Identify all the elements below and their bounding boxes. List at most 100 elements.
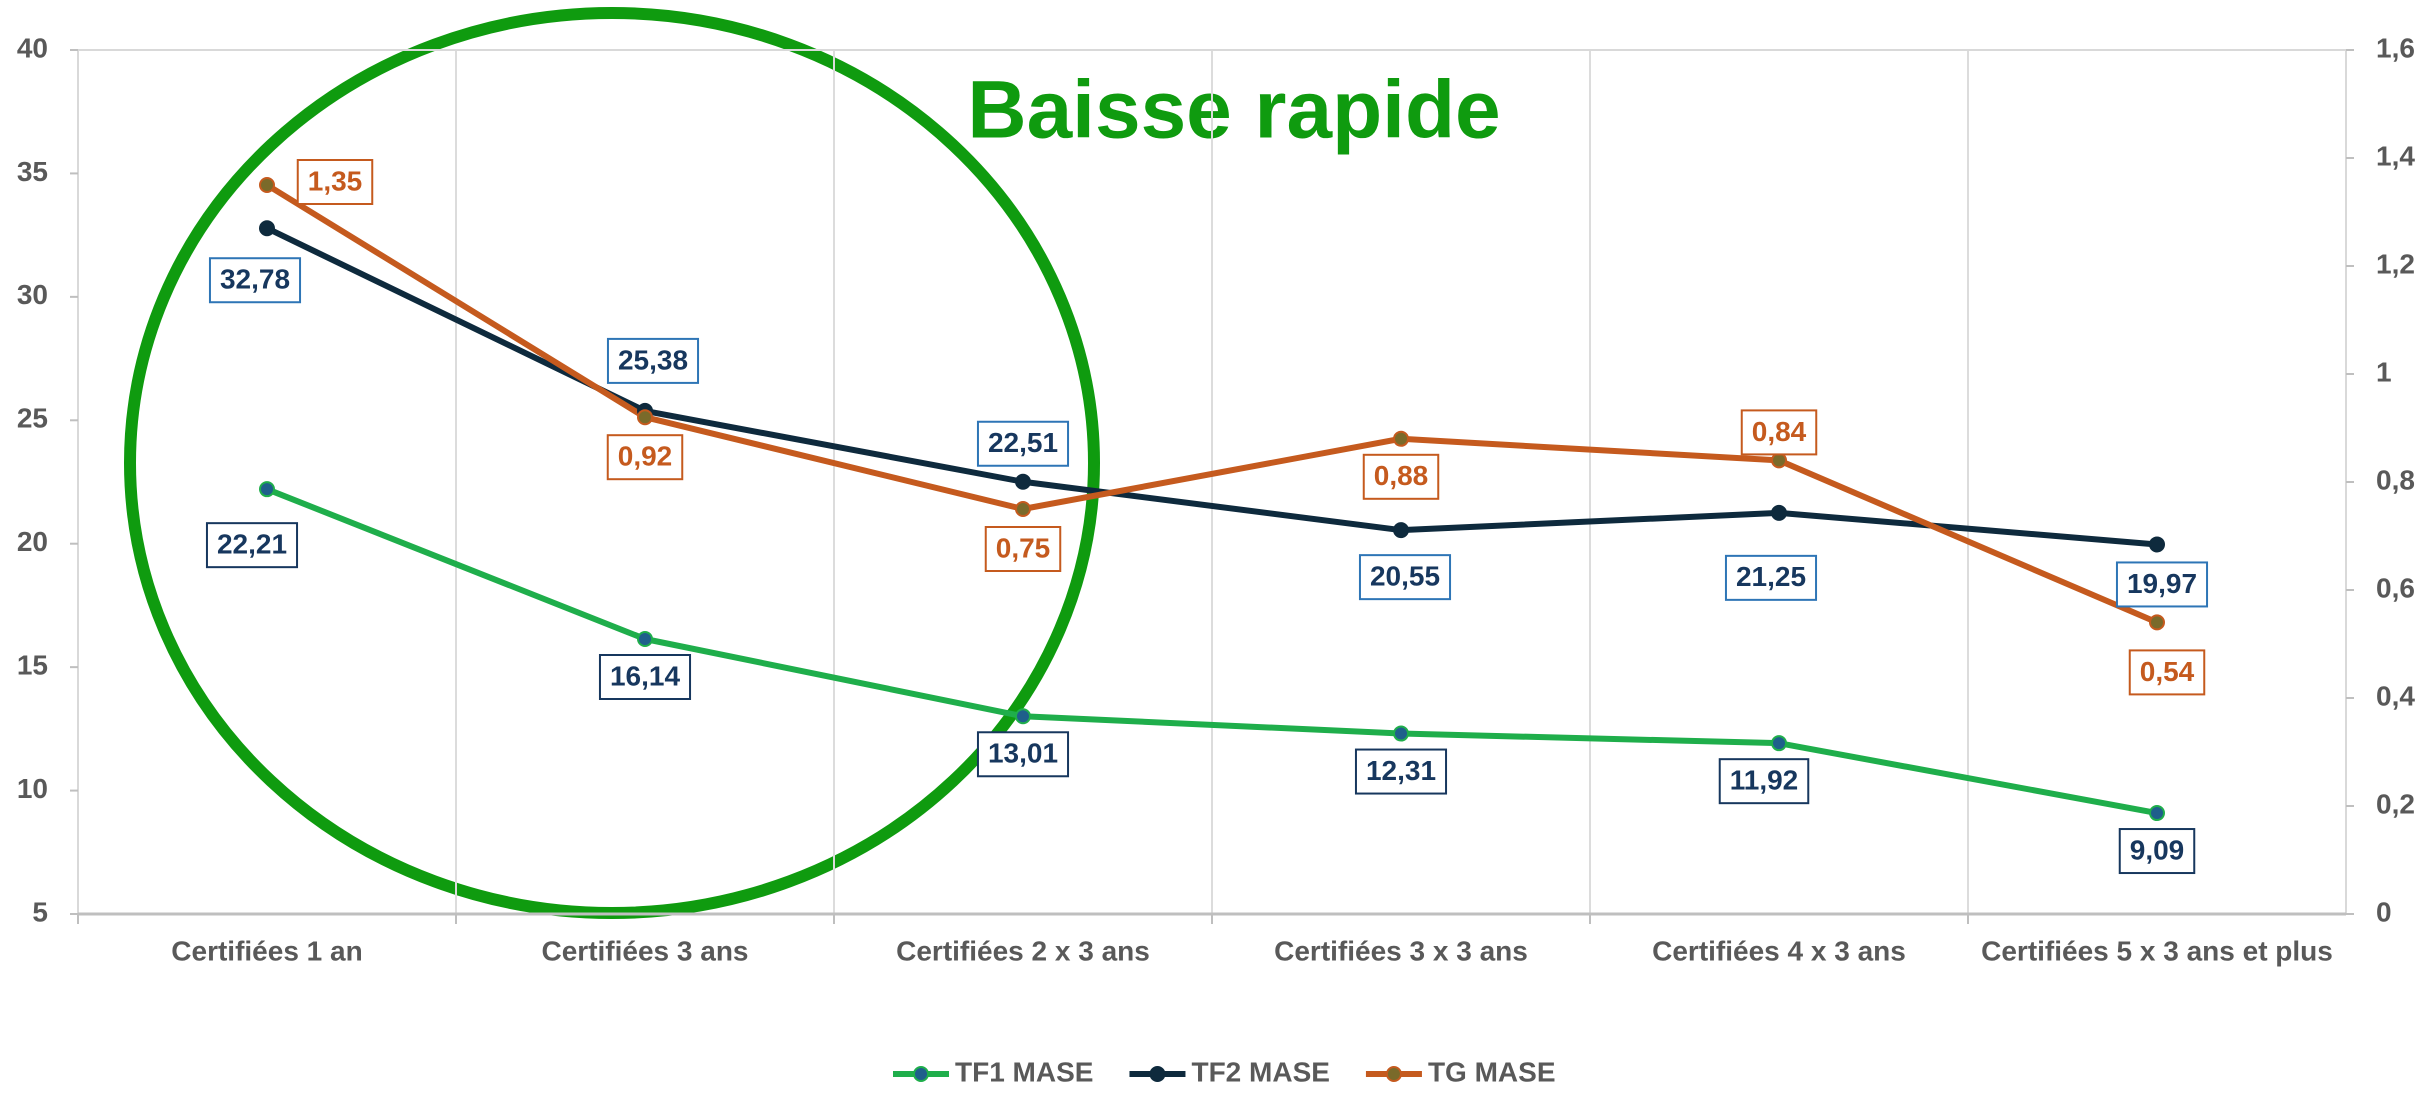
data-label: 0,92 — [606, 434, 684, 481]
data-label-box — [976, 420, 1070, 467]
data-label-text: 32,78 — [220, 264, 290, 295]
data-label-text: 21,25 — [1736, 561, 1806, 592]
series-line — [265, 182, 2159, 626]
marker — [1015, 473, 1031, 490]
marker — [2149, 805, 2165, 822]
data-label-text: 0,75 — [996, 532, 1051, 563]
y-tick-label: 10 — [17, 773, 48, 804]
y2-tick-label: 0,8 — [2376, 464, 2415, 495]
data-label: 22,51 — [976, 420, 1070, 467]
marker — [1771, 735, 1787, 752]
data-label: 25,38 — [606, 337, 700, 384]
x-tick-label: Certifiées 2 x 3 ans — [896, 935, 1150, 966]
marker — [1771, 504, 1787, 521]
legend-label: TF1 MASE — [955, 1056, 1093, 1087]
legend-label: TG MASE — [1428, 1056, 1556, 1087]
data-label: 9,09 — [2118, 828, 2196, 875]
data-label: 20,55 — [1358, 554, 1452, 601]
marker — [2149, 536, 2165, 553]
y2-tick-label: 0,2 — [2376, 788, 2415, 819]
marker — [1015, 501, 1031, 517]
x-tick-label: Certifiées 4 x 3 ans — [1652, 935, 1906, 966]
marker — [637, 409, 653, 426]
data-label: 22,21 — [205, 522, 299, 569]
legend-marker — [1149, 1066, 1166, 1082]
data-label: 0,75 — [984, 526, 1062, 572]
x-tick-label: Certifiées 3 x 3 ans — [1274, 935, 1528, 966]
data-label: 1,35 — [296, 159, 374, 205]
y2-tick-label: 0 — [2376, 896, 2392, 927]
data-label-text: 0,54 — [2140, 656, 2195, 687]
data-label: 11,92 — [1718, 758, 1810, 805]
data-label-text: 20,55 — [1370, 561, 1440, 592]
data-label: 0,88 — [1362, 453, 1440, 500]
marker — [259, 481, 275, 498]
data-label: 16,14 — [598, 654, 692, 701]
x-tick-label: Certifiées 3 ans — [542, 935, 749, 966]
data-label-box — [1362, 453, 1440, 500]
data-label-box — [205, 522, 299, 569]
data-label-text: 1,35 — [308, 165, 363, 196]
data-label-box — [1724, 554, 1818, 601]
data-label: 12,31 — [1354, 748, 1448, 795]
legend-label: TF2 MASE — [1191, 1056, 1329, 1087]
data-label-text: 11,92 — [1730, 765, 1799, 796]
data-label-box — [2115, 561, 2209, 608]
data-label: 21,25 — [1724, 554, 1818, 601]
data-label-box — [606, 434, 684, 481]
series-line — [265, 486, 2158, 816]
data-label-box — [296, 159, 374, 205]
marker — [2149, 614, 2165, 631]
y-tick-label: 30 — [17, 279, 48, 310]
y2-tick-label: 0,4 — [2376, 680, 2415, 711]
y2-tick-label: 1,2 — [2376, 248, 2415, 279]
data-label-box — [598, 654, 692, 701]
data-label-text: 13,01 — [988, 738, 1058, 769]
y2-tick-label: 1,4 — [2376, 140, 2415, 171]
data-label-box — [208, 257, 302, 304]
marker — [1393, 522, 1409, 539]
data-label-text: 16,14 — [610, 660, 680, 691]
data-label-text: 22,51 — [988, 427, 1058, 458]
data-label-box — [984, 526, 1062, 572]
data-label: 19,97 — [2115, 561, 2209, 608]
legend-marker — [913, 1066, 929, 1082]
data-label-text: 25,38 — [618, 344, 688, 375]
marker — [1015, 708, 1031, 725]
data-label: 32,78 — [208, 257, 302, 304]
data-label-text: 19,97 — [2127, 568, 2197, 599]
data-label-text: 22,21 — [217, 529, 287, 560]
y-tick-label: 15 — [17, 650, 48, 681]
y-tick-label: 5 — [32, 896, 48, 927]
data-label-text: 0,88 — [1374, 460, 1429, 491]
data-label-box — [1718, 758, 1810, 805]
marker — [1771, 452, 1787, 469]
data-label: 0,84 — [1740, 409, 1818, 456]
data-label-text: 9,09 — [2130, 834, 2185, 865]
data-label-box — [606, 337, 700, 384]
data-label-text: 0,84 — [1752, 416, 1807, 447]
legend-marker — [1385, 1066, 1402, 1082]
y2-tick-label: 0,6 — [2376, 572, 2415, 603]
data-label-box — [1358, 554, 1452, 601]
data-label-text: 0,92 — [618, 441, 673, 472]
y-tick-label: 20 — [17, 526, 48, 557]
data-label-box — [976, 731, 1070, 778]
marker — [637, 631, 653, 648]
y2-tick-label: 1,6 — [2376, 32, 2415, 63]
data-label-box — [1354, 748, 1448, 795]
y-tick-label: 35 — [17, 156, 48, 187]
data-label: 13,01 — [976, 731, 1070, 778]
data-label-text: 12,31 — [1366, 755, 1436, 786]
marker — [1393, 430, 1409, 447]
marker — [259, 177, 275, 193]
marker — [259, 220, 275, 237]
y-tick-label: 40 — [17, 32, 48, 63]
data-label-box — [2128, 649, 2206, 696]
marker — [1393, 725, 1409, 742]
x-tick-label: Certifiées 1 an — [171, 935, 362, 966]
annotation: Baisse rapide — [967, 65, 1500, 156]
data-label: 0,54 — [2128, 649, 2206, 696]
data-label-box — [1740, 409, 1818, 456]
